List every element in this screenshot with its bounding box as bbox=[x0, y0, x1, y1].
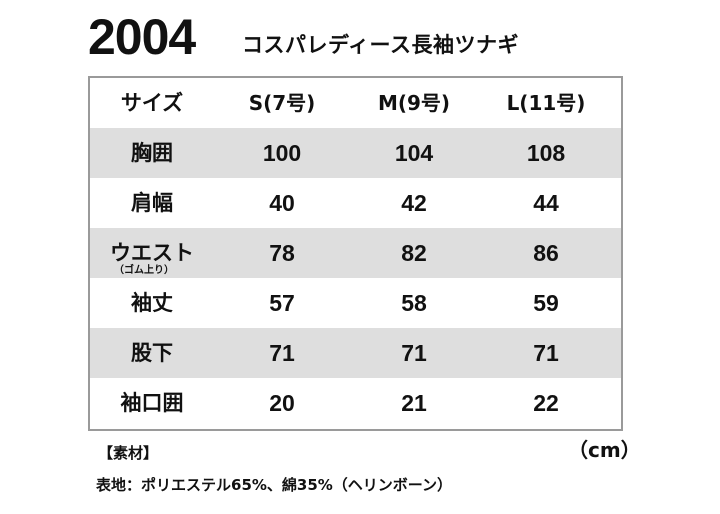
value-s: 40 bbox=[269, 190, 295, 216]
value-m: 104 bbox=[394, 140, 434, 166]
table-row-inseam: 股下 71 71 71 bbox=[90, 328, 621, 378]
value-s: 20 bbox=[269, 390, 295, 416]
size-label-header: サイズ bbox=[120, 91, 184, 115]
value-l: 22 bbox=[533, 390, 559, 416]
size-column-m: M(9号) bbox=[377, 91, 451, 115]
table-row-cuff: 袖口囲 20 21 22 bbox=[90, 378, 621, 428]
value-l: 71 bbox=[533, 340, 559, 366]
table-header-row: サイズ S(7号) M(9号) L(11号) bbox=[90, 78, 621, 128]
table-row-sleeve-length: 袖丈 57 58 59 bbox=[90, 278, 621, 328]
value-s: 100 bbox=[262, 140, 302, 166]
table-row-chest: 胸囲 100 104 108 bbox=[90, 128, 621, 178]
value-m: 82 bbox=[401, 240, 427, 266]
value-l: 44 bbox=[533, 190, 559, 216]
product-name: コスパレディース長袖ツナギ bbox=[242, 33, 519, 57]
table-row-waist: ウエスト （ゴム上り） 78 82 86 bbox=[90, 228, 621, 278]
value-l: 108 bbox=[526, 140, 566, 166]
waist-note: （ゴム上り） bbox=[114, 265, 174, 276]
row-label: ウエスト bbox=[110, 241, 194, 265]
value-s: 71 bbox=[269, 340, 295, 366]
size-column-l: L(11号) bbox=[506, 91, 586, 115]
value-m: 58 bbox=[401, 290, 427, 316]
size-column-s: S(7号) bbox=[248, 91, 316, 115]
size-table: サイズ S(7号) M(9号) L(11号) 胸囲 100 104 108 肩幅… bbox=[88, 76, 623, 431]
value-s: 57 bbox=[269, 290, 295, 316]
row-label: 股下 bbox=[131, 341, 173, 365]
value-m: 21 bbox=[401, 390, 427, 416]
row-label: 袖丈 bbox=[131, 291, 173, 315]
value-l: 86 bbox=[533, 240, 559, 266]
value-l: 59 bbox=[533, 290, 559, 316]
unit-label: （cm） bbox=[568, 438, 641, 462]
material-text: 表地：ポリエステル65%、綿35%（ヘリンボーン） bbox=[96, 476, 453, 494]
row-label: 胸囲 bbox=[131, 141, 173, 165]
model-number: 2004 bbox=[88, 9, 196, 65]
row-label: 袖口囲 bbox=[120, 391, 184, 415]
row-label: 肩幅 bbox=[131, 191, 173, 215]
value-m: 42 bbox=[401, 190, 427, 216]
value-m: 71 bbox=[401, 340, 427, 366]
value-s: 78 bbox=[269, 240, 295, 266]
material-heading: 【素材】 bbox=[98, 444, 159, 462]
table-row-shoulder: 肩幅 40 42 44 bbox=[90, 178, 621, 228]
